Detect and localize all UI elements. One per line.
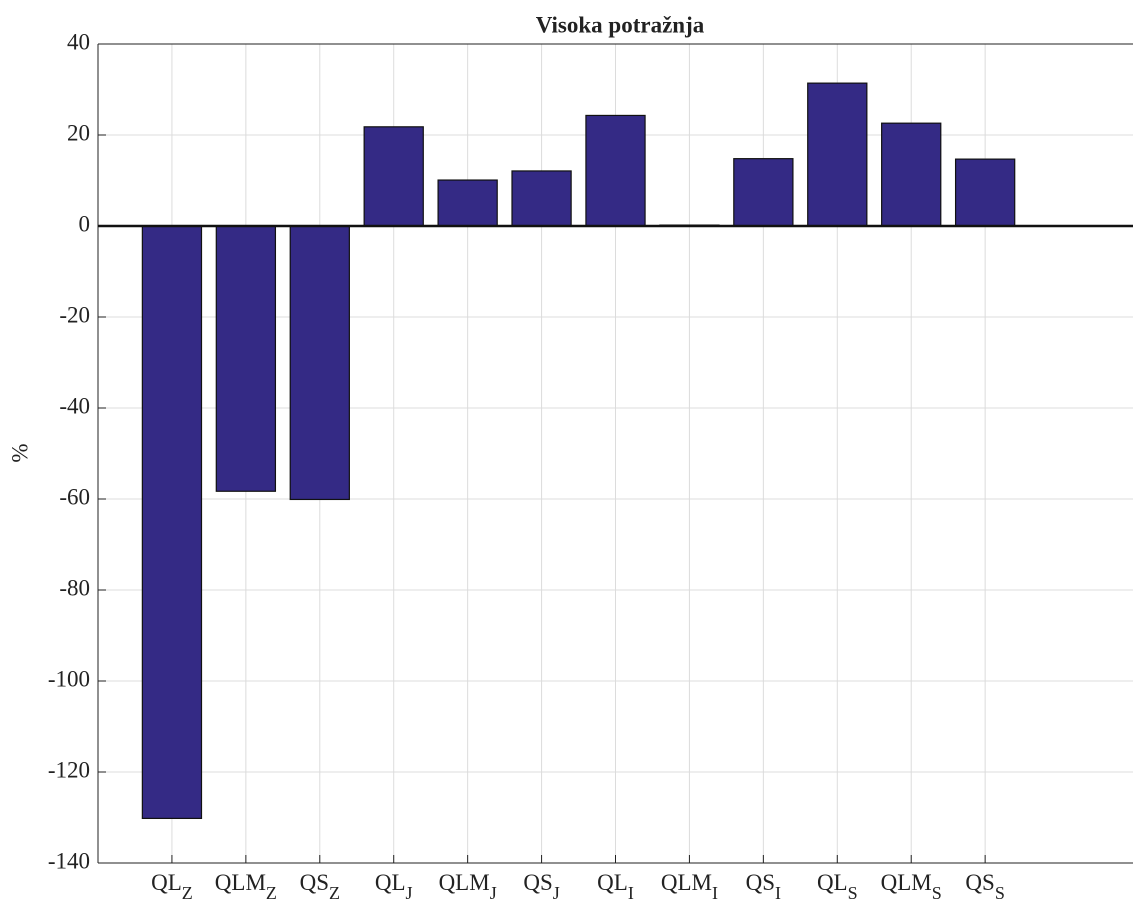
- x-tick-label: QSZ: [300, 870, 340, 903]
- category-main: QL: [151, 870, 182, 895]
- bar: [881, 122, 942, 227]
- y-tick-label: 20: [67, 120, 90, 145]
- bar: [807, 82, 868, 227]
- bar: [363, 126, 424, 227]
- y-tick-label: -40: [59, 393, 90, 418]
- category-main: QLM: [661, 870, 712, 895]
- category-subscript: J: [553, 883, 560, 903]
- x-tick-label: QLI: [597, 870, 634, 903]
- y-tick-label: -20: [59, 302, 90, 327]
- bar: [289, 225, 350, 501]
- x-tick-label: QSJ: [523, 870, 559, 903]
- category-main: QL: [817, 870, 848, 895]
- chart-title: Visoka potražnja: [536, 12, 705, 37]
- category-subscript: Z: [266, 883, 277, 903]
- x-tick-label: QSI: [746, 870, 781, 903]
- y-tick-label: -120: [48, 757, 90, 782]
- y-tick-label: -140: [48, 848, 90, 873]
- category-main: QS: [746, 870, 775, 895]
- y-tick-label: 40: [67, 29, 90, 54]
- x-tick-label: QLZ: [151, 870, 193, 903]
- category-subscript: I: [628, 883, 634, 903]
- category-main: QLM: [215, 870, 266, 895]
- bar: [437, 179, 498, 227]
- category-subscript: S: [995, 883, 1005, 903]
- category-subscript: I: [712, 883, 718, 903]
- y-tick-label: 0: [79, 211, 91, 236]
- y-tick-label: -60: [59, 484, 90, 509]
- bar: [141, 225, 203, 820]
- x-tick-label: QSS: [965, 870, 1004, 903]
- x-tick-label: QLMS: [881, 870, 942, 903]
- y-tick-label: -80: [59, 575, 90, 600]
- x-tick-label: QLS: [817, 870, 858, 903]
- category-main: QS: [965, 870, 994, 895]
- bar: [585, 114, 646, 227]
- category-main: QLM: [439, 870, 490, 895]
- category-subscript: Z: [182, 883, 193, 903]
- category-subscript: I: [775, 883, 781, 903]
- category-subscript: Z: [329, 883, 340, 903]
- x-tick-label: QLMJ: [439, 870, 497, 903]
- bar: [511, 170, 572, 227]
- category-subscript: S: [932, 883, 942, 903]
- x-tick-label: QLJ: [375, 870, 413, 903]
- category-main: QLM: [881, 870, 932, 895]
- category-main: QL: [597, 870, 628, 895]
- y-tick-label: -100: [48, 666, 90, 691]
- bar: [733, 158, 794, 227]
- category-main: QS: [523, 870, 552, 895]
- bar: [215, 225, 277, 492]
- x-tick-label: QLMZ: [215, 870, 277, 903]
- bar: [954, 158, 1016, 227]
- category-main: QS: [300, 870, 329, 895]
- category-subscript: S: [848, 883, 858, 903]
- category-subscript: J: [406, 883, 413, 903]
- category-subscript: J: [490, 883, 497, 903]
- category-main: QL: [375, 870, 406, 895]
- y-axis-label: %: [7, 443, 32, 462]
- x-tick-label: QLMI: [661, 870, 718, 903]
